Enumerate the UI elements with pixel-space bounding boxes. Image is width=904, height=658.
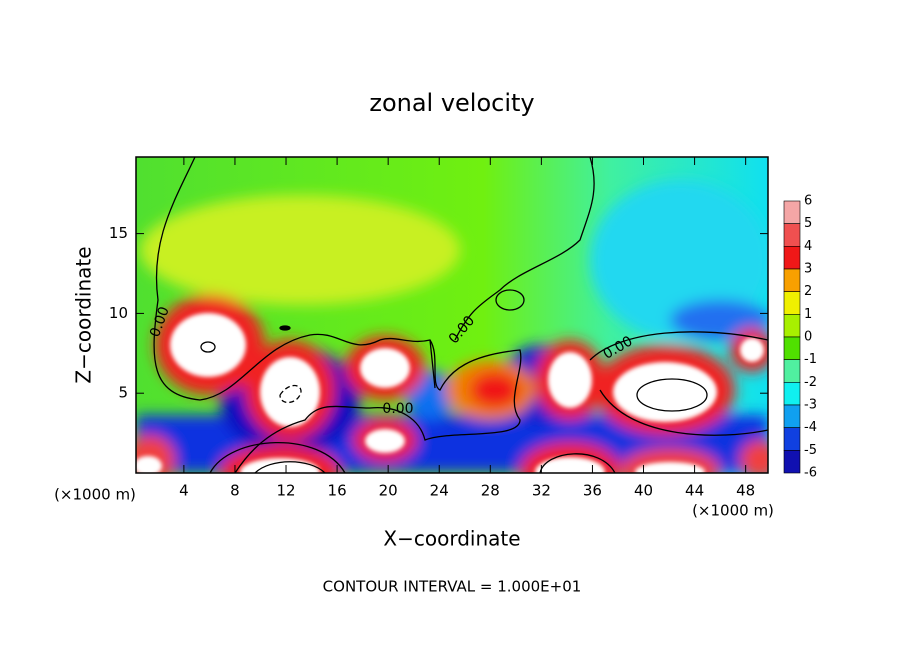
x-tick-label: 24 — [430, 482, 449, 500]
x-tick-label: 8 — [230, 482, 240, 500]
x-tick-label: 36 — [583, 482, 602, 500]
colorbar-swatch — [783, 291, 801, 315]
colorbar-swatch — [783, 268, 801, 292]
colorbar-label: -1 — [804, 352, 817, 367]
colorbar-swatch — [783, 223, 801, 247]
colorbar-label: 2 — [804, 284, 812, 299]
y-tick-label: 10 — [109, 304, 128, 322]
colorbar-swatch — [783, 450, 801, 474]
colorbar-swatch — [783, 314, 801, 338]
plot-frame — [135, 156, 769, 474]
x-tick-label: 28 — [481, 482, 500, 500]
chart-title: zonal velocity — [369, 89, 534, 117]
x-tick-label: 32 — [532, 482, 551, 500]
colorbar-swatch — [783, 382, 801, 406]
colorbar-swatch — [783, 336, 801, 360]
colorbar-label: 5 — [804, 216, 812, 231]
x-axis-label: X−coordinate — [383, 527, 520, 551]
colorbar-label: -5 — [804, 443, 817, 458]
y-tick-label: 15 — [109, 224, 128, 242]
colorbar-label: -3 — [804, 398, 817, 413]
colorbar-swatch — [783, 404, 801, 428]
x-tick-label: 40 — [634, 482, 653, 500]
x-tick-label: 16 — [328, 482, 347, 500]
x-tick-label: 20 — [379, 482, 398, 500]
colorbar-swatch — [783, 246, 801, 270]
x-tick-label: 12 — [276, 482, 295, 500]
x-tick-label: 4 — [179, 482, 189, 500]
colorbar-label: 3 — [804, 262, 812, 277]
contour-label: 0.00 — [382, 401, 413, 417]
colorbar-label: 4 — [804, 239, 812, 254]
y-axis-label: Z−coordinate — [72, 246, 96, 383]
y-tick-label: 5 — [118, 384, 128, 402]
footer: CONTOUR INTERVAL = 1.000E+01 — [323, 578, 582, 596]
colorbar-swatch — [783, 359, 801, 383]
colorbar-label: 6 — [804, 194, 812, 209]
x-tick-label: 48 — [736, 482, 755, 500]
colorbar-label: -2 — [804, 375, 817, 390]
colorbar-swatch — [783, 427, 801, 451]
field — [136, 157, 768, 473]
colorbar-label: 1 — [804, 307, 812, 322]
colorbar-label: 0 — [804, 330, 812, 345]
x-unit-left: (×1000 m) — [54, 486, 136, 504]
x-unit-right: (×1000 m) — [692, 502, 774, 520]
colorbar-swatch — [783, 200, 801, 224]
colorbar-label: -6 — [804, 466, 817, 481]
colorbar-label: -4 — [804, 420, 817, 435]
x-tick-label: 44 — [685, 482, 704, 500]
